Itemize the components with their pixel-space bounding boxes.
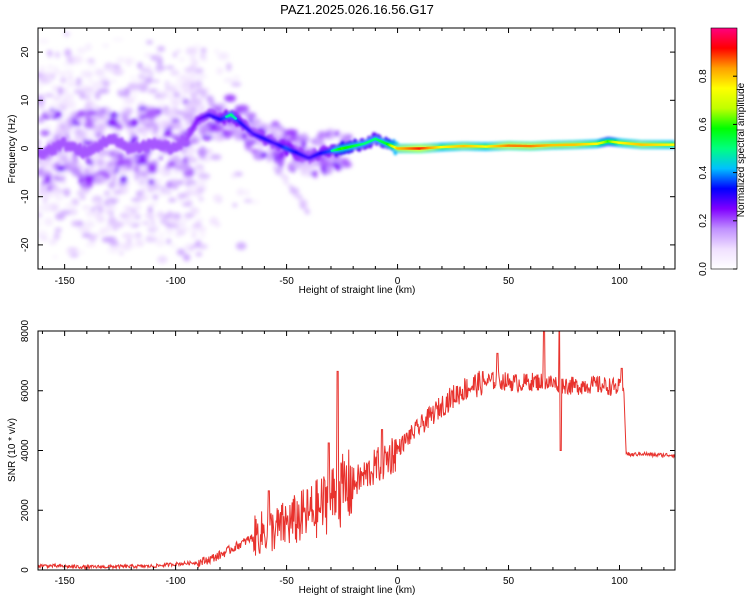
colorbar-label: Normalized spectral amplitude	[736, 82, 747, 217]
snr-x-tick-label: 50	[503, 576, 515, 587]
snr-plot	[38, 331, 675, 570]
spectrogram-y-tick-label: 0	[20, 145, 31, 151]
spectrogram-y-axis: -20 -10 0 10 20	[20, 46, 675, 252]
snr-x-tick-label: 0	[395, 576, 401, 587]
snr-x-tick-label: 100	[611, 576, 628, 587]
spectrogram-x-tick-label: 0	[395, 276, 401, 287]
spectrogram-x-axis: -150 -100 -50 0 50 100	[41, 28, 665, 287]
snr-panel: -150 -100 -50 0 50 100 0 2000 4000 6000 8000 Heig…	[7, 319, 676, 596]
snr-y-label: SNR (10 * v/v)	[7, 418, 18, 482]
spectrogram-y-tick-label: -10	[20, 189, 31, 204]
snr-series-line	[38, 331, 675, 570]
snr-y-tick-label: 0	[20, 567, 31, 573]
spectrogram-x-tick-label: -100	[166, 276, 186, 287]
spectrogram-ridge	[38, 108, 675, 165]
spectrogram-y-tick-label: 10	[20, 94, 31, 106]
spectrogram-y-tick-label: -20	[20, 237, 31, 252]
colorbar-gradient	[711, 28, 737, 269]
spectrogram-x-tick-label: -150	[55, 276, 75, 287]
spectrogram-x-tick-label: -50	[279, 276, 294, 287]
snr-x-axis: -150 -100 -50 0 50 100	[41, 331, 665, 587]
colorbar-tick-label: 0.2	[698, 213, 709, 227]
colorbar-tick-label: 0.4	[698, 165, 709, 179]
spectrogram-x-tick-label: 100	[611, 276, 628, 287]
snr-y-axis: 0 2000 4000 6000 8000	[20, 319, 675, 573]
figure-title: PAZ1.2025.026.16.56.G17	[280, 2, 434, 17]
colorbar: 0.0 0.2 0.4 0.6 0.8 Normalized spectral ampl…	[698, 27, 747, 276]
snr-y-tick-label: 6000	[20, 379, 31, 402]
colorbar-ticks: 0.0 0.2 0.4 0.6 0.8	[698, 27, 738, 276]
snr-x-tick-label: -150	[55, 576, 75, 587]
colorbar-tick-label: 0.0	[698, 262, 709, 276]
spectrogram-image	[38, 31, 675, 264]
snr-y-tick-label: 8000	[20, 319, 31, 342]
colorbar-tick-label: 0.6	[698, 117, 709, 131]
spectrogram-x-tick-label: 50	[503, 276, 515, 287]
spectrogram-y-label: Frequency (Hz)	[7, 115, 18, 184]
colorbar-tick-label: 0.8	[698, 69, 709, 83]
snr-x-label: Height of straight line (km)	[299, 585, 416, 596]
snr-y-tick-label: 4000	[20, 439, 31, 462]
spectrogram-x-label: Height of straight line (km)	[299, 285, 416, 296]
snr-y-tick-label: 2000	[20, 499, 31, 522]
snr-x-tick-label: -100	[166, 576, 186, 587]
snr-background	[38, 331, 675, 570]
spectrogram-y-tick-label: 20	[20, 46, 31, 58]
snr-x-tick-label: -50	[279, 576, 294, 587]
colorbar-frame	[710, 27, 738, 270]
